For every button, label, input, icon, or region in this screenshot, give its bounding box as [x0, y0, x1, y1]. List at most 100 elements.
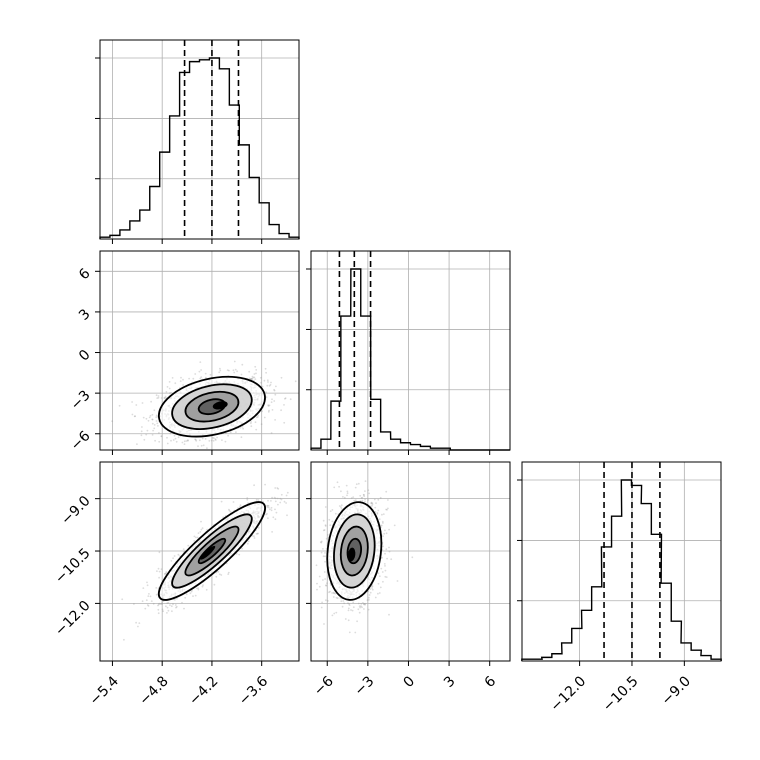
scatter-point [381, 520, 384, 523]
scatter-point [324, 525, 327, 527]
scatter-point [141, 600, 144, 603]
scatter-point [181, 601, 183, 604]
y-tick-label: −10.5 [52, 545, 94, 587]
scatter-point [378, 575, 381, 578]
scatter-point [165, 572, 168, 575]
scatter-point [360, 497, 363, 499]
histogram-steps [99, 57, 300, 239]
scatter-point [208, 440, 211, 442]
scatter-point [228, 509, 231, 512]
scatter-point [153, 409, 156, 412]
scatter-point [148, 416, 151, 419]
scatter-point [219, 369, 222, 372]
density-peak [200, 545, 216, 560]
scatter-point [194, 373, 197, 375]
scatter-point [267, 499, 269, 502]
scatter-point [270, 432, 273, 434]
scatter-point [294, 380, 297, 383]
scatter-point [167, 601, 170, 604]
scatter-point [224, 440, 227, 443]
scatter-point [364, 603, 366, 606]
scatter-point [121, 598, 124, 601]
scatter-point [274, 497, 277, 500]
histogram-panel-2 [306, 250, 511, 455]
scatter-point [158, 551, 161, 554]
scatter-point [221, 439, 223, 441]
scatter-point [353, 499, 356, 502]
scatter-point [165, 391, 168, 393]
scatter-point [269, 508, 271, 511]
x-tick-label: −10.5 [600, 673, 642, 715]
scatter-point [158, 440, 161, 443]
scatter-point [170, 560, 173, 562]
scatter-point [215, 575, 218, 578]
scatter-point [360, 602, 363, 605]
scatter-point [143, 438, 146, 441]
panel-content [311, 462, 510, 661]
scatter-point [250, 421, 253, 423]
scatter-point [157, 567, 160, 570]
scatter-panel-1 [95, 250, 300, 455]
scatter-point [195, 439, 198, 442]
scatter-point [289, 398, 292, 401]
scatter-point [385, 508, 387, 511]
scatter-point [161, 602, 164, 605]
panel-background [311, 251, 510, 450]
scatter-point [377, 509, 380, 512]
scatter-point [338, 505, 341, 507]
scatter-point [239, 504, 242, 507]
scatter-point [270, 401, 273, 404]
scatter-point [342, 496, 344, 498]
scatter-point [382, 580, 384, 583]
scatter-point [272, 516, 275, 519]
scatter-point [140, 430, 143, 433]
scatter-point [319, 541, 322, 543]
scatter-point [377, 572, 380, 575]
scatter-point [255, 372, 257, 375]
scatter-point [359, 494, 362, 497]
scatter-point [157, 608, 160, 611]
scatter-point [377, 592, 379, 595]
scatter-point [280, 376, 283, 379]
scatter-point [271, 496, 273, 499]
scatter-point [276, 497, 279, 500]
scatter-point [181, 441, 184, 444]
scatter-point [322, 548, 324, 550]
scatter-point [151, 418, 154, 421]
panel-content [100, 462, 299, 661]
scatter-point [386, 557, 388, 560]
scatter-point [324, 555, 326, 558]
scatter-point [265, 391, 268, 394]
scatter-point [279, 497, 282, 500]
scatter-point [213, 583, 216, 586]
scatter-point [164, 397, 167, 399]
scatter-point [212, 439, 215, 442]
scatter-point [266, 505, 268, 507]
scatter-point [241, 363, 244, 366]
scatter-point [371, 503, 374, 505]
scatter-point [235, 552, 238, 555]
x-tick-label: 6 [482, 673, 500, 691]
scatter-point [325, 584, 328, 587]
scatter-point [333, 592, 335, 595]
scatter-point [265, 396, 268, 398]
scatter-point [325, 599, 327, 602]
scatter-point [275, 385, 277, 388]
scatter-point [196, 587, 198, 590]
scatter-point [142, 416, 145, 419]
scatter-point [318, 575, 321, 578]
scatter-point [370, 501, 373, 504]
scatter-point [382, 535, 384, 538]
scatter-point [131, 413, 134, 416]
scatter-point [251, 377, 253, 380]
scatter-point [324, 552, 326, 554]
scatter-point [160, 435, 163, 437]
scatter-point [340, 600, 343, 603]
scatter-point [256, 416, 259, 418]
scatter-point [174, 599, 176, 601]
panel-frame [521, 461, 722, 662]
scatter-point [131, 401, 134, 403]
scatter-point [156, 397, 159, 399]
scatter-point [324, 560, 326, 563]
